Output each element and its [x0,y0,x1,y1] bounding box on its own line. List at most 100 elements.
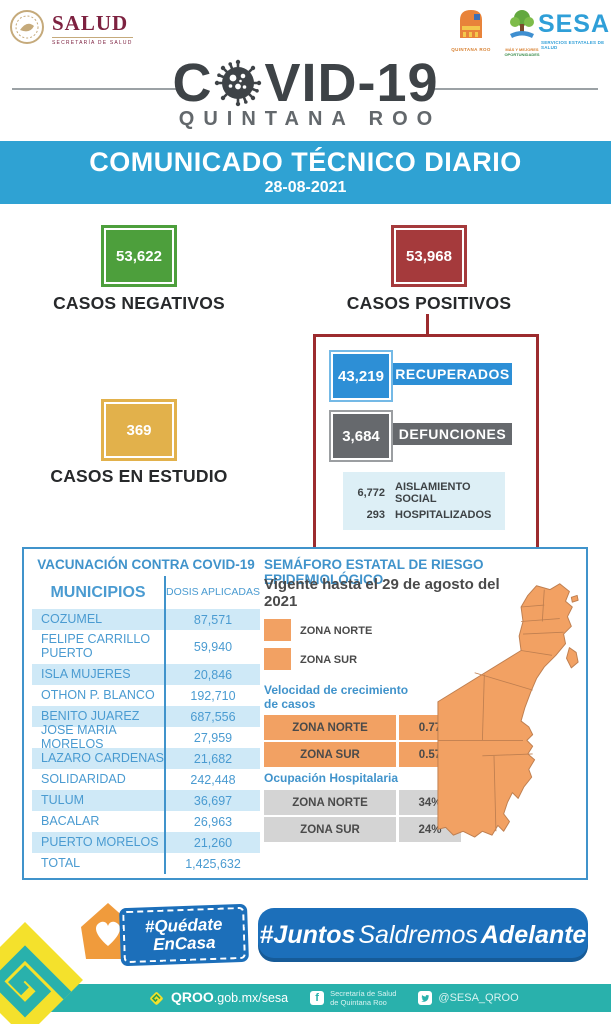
daily-report-banner: COMUNICADO TÉCNICO DIARIO 28-08-2021 [0,141,611,204]
dosis-cell: 192,710 [164,685,260,706]
website-item: QROO.gob.mx/sesa [148,989,288,1007]
municipio-cell: COZUMEL [41,611,103,626]
positivos-breakdown-frame [313,334,539,550]
table-row: JOSE MARIA MORELOS 27,959 [32,722,260,751]
municipio-cell: PUERTO MORELOS [41,834,159,849]
col-dosis-aplicadas: DOSIS APLICADAS [164,576,260,609]
banner-heading: COMUNICADO TÉCNICO DIARIO [89,146,522,177]
zona-cell: ZONA SUR [264,817,396,842]
municipio-cell: FELIPE CARRILLO PUERTO [41,632,151,660]
juntos-saldremos-adelante-badge: #Juntos Saldremos Adelante [258,908,588,962]
velocidad-row: ZONA NORTE 0.77 [264,715,461,740]
banner-date: 28-08-2021 [264,179,347,197]
table-row: SOLIDARIDAD 242,448 [32,769,260,790]
facebook-line2: de Quintana Roo [330,998,387,1007]
table-row-total: TOTAL 1,425,632 [32,853,260,874]
ocupacion-title: Ocupación Hospitalaria [264,771,399,785]
casos-positivos-label: CASOS POSITIVOS [346,293,512,313]
municipio-cell: ISLA MUJERES [41,666,131,681]
qroo-logo-icon [148,990,165,1007]
salud-subtitle: SECRETARÍA DE SALUD [52,37,133,46]
oportunidades-tree-logo: MÁS Y MEJORES OPORTUNIDADES [502,8,542,57]
ocupacion-table: ZONA NORTE 34% ZONA SUR 24% [264,790,461,842]
vacunacion-semaforo-panel: VACUNACIÓN CONTRA COVID-19 MUNICIPIOS DO… [22,547,588,880]
twitter-icon [418,991,433,1005]
zona-cell: ZONA NORTE [264,790,396,815]
casos-negativos-value: 53,622 [116,247,162,265]
hospitalizados-row: 293 HOSPITALIZADOS [353,509,495,522]
sesa-subtitle: SERVICIOS ESTATALES DE SALUD [541,40,605,50]
municipio-cell: BENITO JUAREZ [41,708,140,723]
dosis-cell: 687,556 [164,706,260,727]
twitter-item: @SESA_QROO [418,991,519,1005]
aislamiento-value: 6,772 [357,487,385,500]
quintana-roo-crest-label: QUINTANA ROO [451,47,491,52]
title-divider-right [432,88,598,90]
footer-contact-bar: QROO.gob.mx/sesa f Secretaría de Salud d… [0,984,611,1012]
quintana-roo-map [436,575,581,876]
table-row: OTHON P. BLANCO 192,710 [32,685,260,706]
table-row: COZUMEL 87,571 [32,609,260,630]
sesa-logo: SESA SERVICIOS ESTATALES DE SALUD [537,10,611,51]
facebook-icon: f [310,991,325,1005]
zona-cell: ZONA NORTE [264,715,396,740]
table-row: BACALAR 26,963 [32,811,260,832]
hospitalizados-value: 293 [366,509,385,522]
vacunacion-title: VACUNACIÓN CONTRA COVID-19 [37,557,255,572]
salud-wordmark: SALUD [52,11,129,35]
site-name-rest: .gob.mx/sesa [213,991,289,1005]
zona-sur-legend-label: ZONA SUR [300,654,358,666]
quintana-roo-crest-icon [456,8,486,45]
zona-cell: ZONA SUR [264,742,396,767]
dosis-cell: 36,697 [164,790,260,811]
velocidad-title: Velocidad de crecimiento de casos [264,683,409,712]
vacunacion-table: MUNICIPIOS DOSIS APLICADAS COZUMEL 87,57… [32,576,260,874]
defunciones-value: 3,684 [342,427,380,445]
table-row: ISLA MUJERES 20,846 [32,664,260,685]
dosis-cell: 59,940 [164,630,260,664]
tree-icon [506,8,538,45]
municipio-cell: JOSE MARIA MORELOS [41,722,117,751]
semaforo-vigencia: Vigente hasta el 29 de agosto del 2021 [264,576,500,610]
dosis-cell: 21,682 [164,748,260,769]
aislamiento-hospitalizados-panel: 6,772 AISLAMIENTO SOCIAL 293 HOSPITALIZA… [343,472,505,530]
aislamiento-row: 6,772 AISLAMIENTO SOCIAL [353,481,495,506]
velocidad-row: ZONA SUR 0.57 [264,742,461,767]
dosis-cell: 27,959 [164,727,260,748]
vacunacion-table-header: MUNICIPIOS DOSIS APLICADAS [32,576,260,609]
municipio-cell: BACALAR [41,813,100,828]
quedate-en-casa-badge: #Quédate EnCasa [119,903,249,967]
juntos-part1: #Juntos [259,920,356,949]
ocupacion-row: ZONA SUR 24% [264,817,461,842]
aislamiento-label: AISLAMIENTO SOCIAL [395,480,471,506]
casos-positivos-value: 53,968 [406,247,452,265]
semaforo-title: SEMÁFORO ESTATAL DE RIESGO EPIDEMIOLÓGIC… [264,557,484,587]
juntos-part3: Adelante [480,920,587,949]
zona-norte-legend-label: ZONA NORTE [300,625,373,637]
zona-norte-swatch [264,619,291,641]
dosis-cell: 21,260 [164,832,260,853]
recuperados-value: 43,219 [338,367,384,385]
municipio-cell: TULUM [41,792,85,807]
positivos-connector-line [426,314,429,334]
site-name-bold: QROO [171,989,214,1005]
quintana-roo-crest-logo: QUINTANA ROO [446,8,496,52]
defunciones-box: 3,684 [331,412,391,460]
tree-label-2: OPORTUNIDADES [504,52,540,57]
hospitalizados-label: HOSPITALIZADOS [395,508,492,521]
salud-seal-icon [8,8,46,51]
covid-title-suffix: VID-19 [264,53,439,113]
table-row: PUERTO MORELOS 21,260 [32,832,260,853]
qroo-greca-logo [0,921,84,1024]
covid-19-title: C [0,52,611,114]
table-row: BENITO JUAREZ 687,556 [32,706,260,727]
casos-en-estudio-value: 369 [126,421,152,439]
recuperados-label: RECUPERADOS [393,363,512,385]
sesa-wordmark: SESA [537,10,611,38]
facebook-line1: Secretaría de Salud [330,988,397,998]
table-row: TULUM 36,697 [32,790,260,811]
salud-logo: SALUD SECRETARÍA DE SALUD [8,8,133,51]
covid-title-prefix: C [172,53,213,113]
quedate-line2: EnCasa [152,932,216,955]
